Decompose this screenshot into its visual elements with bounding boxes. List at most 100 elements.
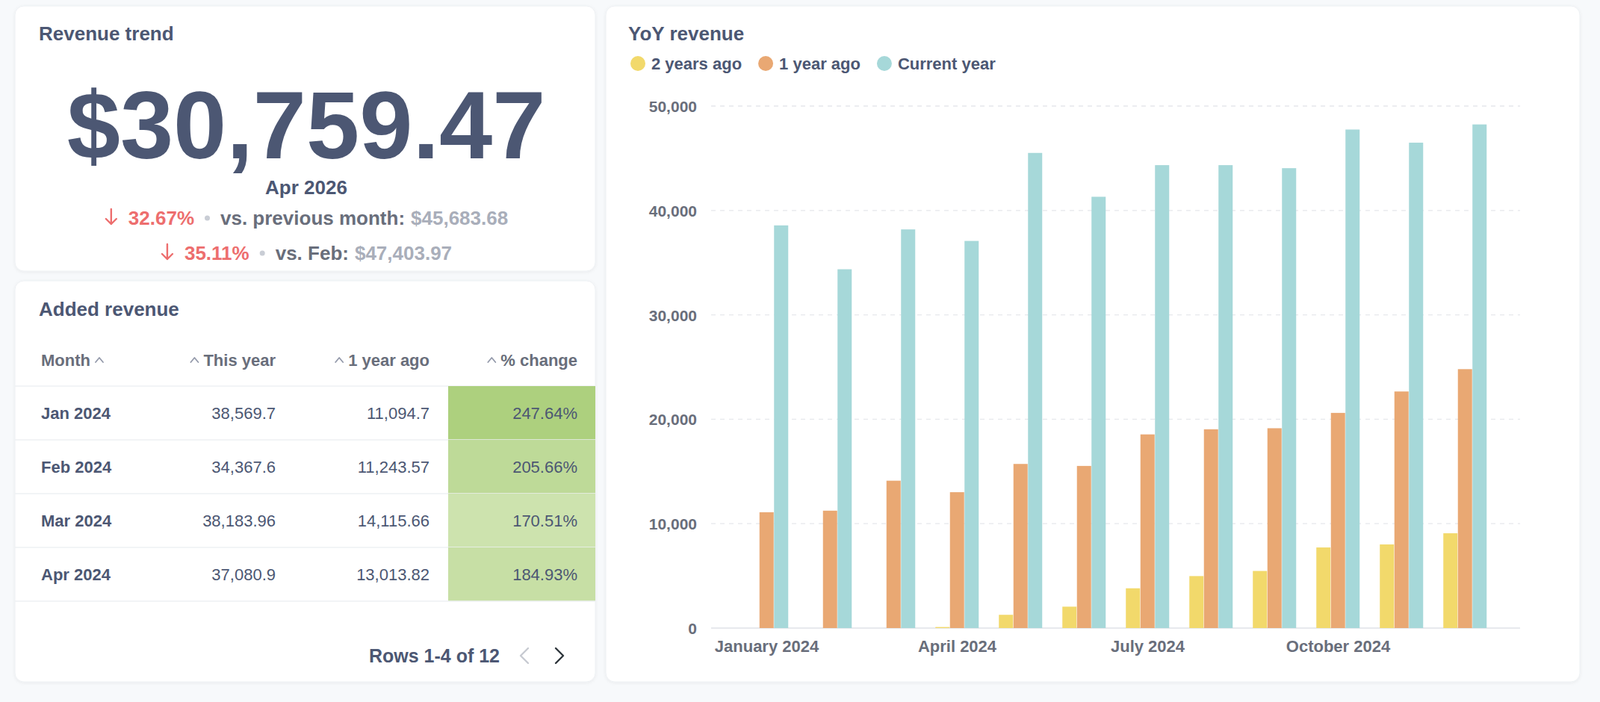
table-cell: 11,243.57 [357, 457, 430, 477]
sort-icon [190, 357, 198, 363]
heat-cell [448, 439, 596, 494]
table-cell: 11,094.7 [366, 404, 430, 423]
dashboard: Revenue trend$30,759.47Apr 202632.67%vs.… [0, 0, 1600, 702]
grid-line [711, 314, 1521, 316]
column-header: % change [500, 351, 578, 370]
bars [759, 124, 1488, 629]
bar[interactable] [1379, 544, 1394, 629]
bar[interactable] [1140, 434, 1155, 629]
legend-label: 2 years ago [651, 54, 742, 74]
table-cell: 247.64% [512, 404, 578, 423]
bar[interactable] [1472, 124, 1487, 629]
y-tick-label: 0 [687, 619, 697, 638]
y-tick-label: 10,000 [649, 515, 697, 533]
comparison-value: $47,403.97 [354, 242, 452, 265]
comparison-label: vs. Feb: [275, 242, 349, 265]
sort-icon [95, 357, 104, 363]
table-cell: 170.51% [512, 511, 578, 531]
bar[interactable] [1408, 142, 1423, 629]
y-tick-label: 40,000 [649, 202, 697, 220]
bar[interactable] [773, 225, 789, 629]
bar[interactable] [1394, 391, 1409, 629]
bar[interactable] [1218, 165, 1233, 629]
table-cell: 14,115.66 [357, 511, 430, 531]
row-divider [14, 600, 596, 603]
x-tick-label: July 2024 [1110, 637, 1186, 656]
bar[interactable] [1189, 575, 1204, 629]
column-header: Month [41, 351, 91, 370]
bar[interactable] [1062, 606, 1077, 629]
legend-swatch [630, 56, 646, 71]
legend-label: 1 year ago [779, 54, 861, 74]
table-cell: Jan 2024 [41, 404, 112, 423]
legend-label: Current year [897, 54, 996, 74]
sort-icon [335, 357, 343, 363]
bar[interactable] [1267, 428, 1282, 629]
column-header: 1 year ago [348, 351, 430, 370]
bar[interactable] [1204, 429, 1219, 629]
y-tick-label: 50,000 [649, 97, 697, 116]
table-cell: Mar 2024 [41, 511, 113, 531]
bar[interactable] [935, 627, 950, 629]
change-percent: 35.11% [184, 242, 250, 265]
table-cell: Feb 2024 [41, 457, 113, 477]
bar[interactable] [998, 614, 1013, 629]
table-cell: 38,569.7 [211, 404, 276, 423]
legend-swatch [876, 56, 892, 71]
bar[interactable] [759, 512, 774, 629]
table-cell: 184.93% [512, 565, 578, 585]
card [14, 280, 596, 682]
table-cell: 37,080.9 [211, 565, 276, 585]
separator-dot [259, 250, 266, 257]
heat-cell [448, 493, 596, 548]
grid-line [711, 209, 1521, 211]
y-tick-label: 20,000 [649, 410, 697, 429]
bar[interactable] [1091, 196, 1106, 629]
card [605, 5, 1580, 682]
y-tick-label: 30,000 [649, 307, 697, 325]
bar[interactable] [823, 510, 838, 629]
chart-title: YoY revenue [628, 22, 744, 45]
comparison-value: $45,683.68 [410, 206, 508, 230]
bar[interactable] [1013, 463, 1028, 629]
comparison: 32.67% vs. previous month:$45,683.68 [106, 206, 508, 230]
separator-dot [204, 215, 210, 222]
column-header: This year [203, 351, 276, 370]
bar[interactable] [964, 241, 979, 629]
bar[interactable] [1125, 588, 1140, 629]
bar[interactable] [837, 269, 852, 629]
pagination-label: Rows 1-4 of 12 [369, 645, 500, 667]
bar[interactable] [900, 229, 916, 629]
legend-swatch [758, 56, 774, 71]
x-tick-label: April 2024 [918, 637, 998, 656]
kpi-period: Apr 2026 [265, 176, 348, 199]
sort-icon [487, 357, 496, 363]
change-percent: 32.67% [128, 206, 195, 230]
prev-page [520, 648, 529, 664]
comparison: 35.11% vs. Feb:$47,403.97 [162, 242, 452, 265]
heat-cell [448, 386, 596, 440]
bar[interactable] [1154, 165, 1170, 629]
bar[interactable] [886, 481, 901, 629]
table-cell: Apr 2024 [41, 565, 112, 585]
bar[interactable] [950, 492, 965, 629]
table-cell: 13,013.82 [356, 565, 430, 585]
comparison-label: vs. previous month: [220, 206, 405, 230]
bar[interactable] [1252, 571, 1267, 629]
card-title: Added revenue [38, 298, 180, 321]
bar[interactable] [1345, 129, 1360, 629]
bar[interactable] [1316, 547, 1331, 629]
bar[interactable] [1458, 369, 1473, 629]
table-cell: 38,183.96 [202, 511, 276, 531]
down-arrow [162, 244, 173, 260]
bar[interactable] [1281, 168, 1296, 629]
table-cell: 34,367.6 [211, 457, 276, 477]
bar[interactable] [1077, 466, 1092, 629]
next-page[interactable] [555, 648, 564, 664]
bar[interactable] [1443, 533, 1458, 629]
down-arrow [106, 209, 117, 225]
card-title: Revenue trend [38, 22, 175, 45]
table-cell: 205.66% [512, 457, 578, 477]
bar[interactable] [1331, 413, 1346, 629]
bar[interactable] [1027, 153, 1043, 629]
